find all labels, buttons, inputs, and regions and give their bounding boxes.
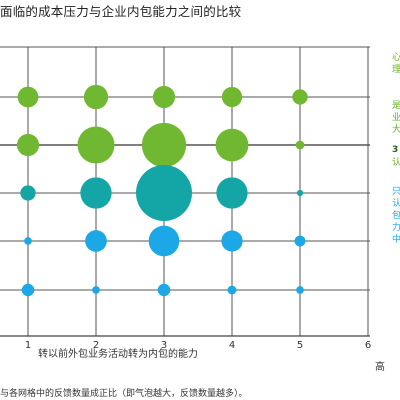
legend-text-dark: 3 [392,145,399,155]
bubble [221,86,243,108]
bubble [152,85,176,109]
x-tick-label: 3 [161,340,167,351]
x-axis-high-label: 高 [375,360,385,373]
bubble [292,89,308,105]
bubble [141,122,187,168]
bubble-chart: 1 2 3 4 5 6 转以前外包业务活动转为内包的能力 高 [0,46,385,373]
footnote: 与各网格中的反馈数量成正比（即气泡越大，反馈数量越多）。 [0,389,248,399]
x-tick-label: 1 [25,340,31,351]
bubble [21,283,35,297]
legend: 心理 是业大 3 认 只认包力中 [392,0,400,400]
legend-text-dark-2: 认 [392,158,400,168]
bubble [24,237,32,245]
x-tick-label: 6 [365,340,371,351]
legend-text-green-1: 心理 [392,53,400,75]
legend-text-blue: 只认包力中 [392,187,400,245]
bubble [77,126,115,164]
bubble [227,285,237,295]
bubble [215,128,249,162]
bubble [216,177,248,209]
x-tick-label: 4 [229,340,235,351]
bubble [148,225,180,257]
bubble [16,133,40,157]
bubble [92,286,100,294]
chart-title: 面临的成本压力与企业内包能力之间的比较 [0,4,242,19]
x-tick-label: 5 [297,340,303,351]
legend-text-green-2: 是业大 [392,101,400,135]
bubble-layer [16,84,308,297]
bubble [294,235,306,247]
bubble [157,283,171,297]
bubble [136,165,192,221]
bubble [221,230,243,252]
bubble [80,177,112,209]
x-axis-label: 转以前外包业务活动转为内包的能力 [38,347,198,360]
bubble [296,189,304,197]
x-axis-ticks: 1 2 3 4 5 6 [25,340,371,351]
x-tick-label: 2 [93,340,99,351]
bubble [20,185,36,201]
bubble [17,86,39,108]
bubble [85,230,107,252]
bubble [295,140,305,150]
bubble [296,286,304,294]
bubble [83,84,109,110]
